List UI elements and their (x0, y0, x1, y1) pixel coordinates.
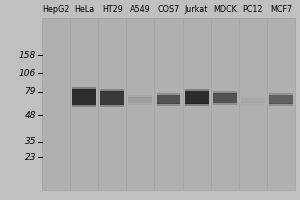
Bar (213, 91, 237, 94)
Bar (185, 88, 208, 91)
Bar (241, 102, 265, 104)
Bar (128, 97, 152, 103)
Bar (70, 18, 98, 190)
Bar (239, 18, 267, 190)
Bar (267, 18, 295, 190)
Bar (42, 18, 295, 190)
Bar (157, 92, 180, 95)
Bar (185, 103, 208, 106)
Bar (98, 18, 126, 190)
Bar (100, 91, 124, 105)
Bar (72, 89, 96, 105)
Bar (269, 92, 293, 95)
Text: 158: 158 (19, 50, 36, 60)
Bar (126, 18, 154, 190)
Bar (128, 102, 152, 105)
Text: MCF7: MCF7 (270, 5, 292, 14)
Bar (269, 95, 293, 104)
Text: 106: 106 (19, 68, 36, 77)
Text: HepG2: HepG2 (42, 5, 70, 14)
Text: 35: 35 (25, 138, 36, 146)
Bar (211, 18, 239, 190)
Text: 48: 48 (25, 110, 36, 119)
Text: COS7: COS7 (158, 5, 180, 14)
Bar (72, 87, 96, 90)
Bar (185, 90, 208, 104)
Text: Jurkat: Jurkat (185, 5, 208, 14)
Bar (100, 104, 124, 107)
Bar (183, 18, 211, 190)
Text: A549: A549 (130, 5, 151, 14)
Bar (100, 89, 124, 92)
Text: 79: 79 (25, 88, 36, 97)
Bar (42, 18, 70, 190)
Text: 23: 23 (25, 152, 36, 162)
Bar (157, 103, 180, 106)
Bar (128, 95, 152, 98)
Bar (241, 96, 265, 98)
Bar (269, 103, 293, 106)
Bar (154, 18, 183, 190)
Bar (157, 95, 180, 104)
Text: HT29: HT29 (102, 5, 123, 14)
Bar (241, 98, 265, 102)
Bar (72, 104, 96, 107)
Text: MDCK: MDCK (213, 5, 237, 14)
Bar (213, 102, 237, 105)
Bar (213, 93, 237, 103)
Text: HeLa: HeLa (74, 5, 94, 14)
Text: PC12: PC12 (243, 5, 263, 14)
